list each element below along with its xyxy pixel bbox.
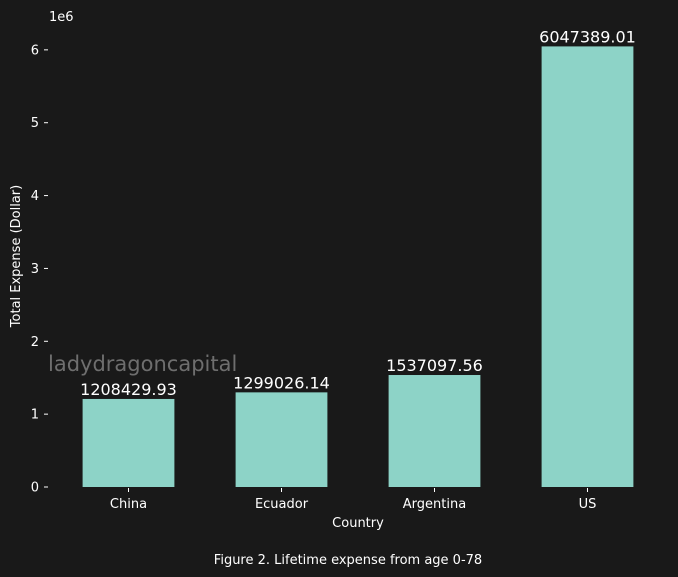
data-labels-group: 1208429.93 1299026.14 1537097.56 6047389.01 bbox=[80, 27, 636, 399]
y-axis-multiplier: 1e6 bbox=[49, 10, 74, 25]
data-label: 1299026.14 bbox=[233, 373, 330, 392]
data-label: 1537097.56 bbox=[386, 356, 483, 375]
data-label: 6047389.01 bbox=[539, 27, 636, 46]
data-label: 1208429.93 bbox=[80, 380, 177, 399]
x-tick-label: China bbox=[110, 497, 147, 512]
y-axis: 0 1 2 3 4 5 6 bbox=[31, 43, 48, 496]
y-tick-label: 1 bbox=[31, 408, 39, 423]
x-tick-label: Ecuador bbox=[255, 497, 309, 512]
y-tick-label: 0 bbox=[31, 481, 39, 496]
y-tick-label: 6 bbox=[31, 43, 39, 58]
x-axis: China Ecuador Argentina US bbox=[110, 488, 596, 512]
figure-caption: Figure 2. Lifetime expense from age 0-78 bbox=[214, 553, 482, 568]
y-axis-label: Total Expense (Dollar) bbox=[9, 185, 24, 328]
watermark: ladydragoncapital bbox=[48, 352, 237, 376]
bar-argentina bbox=[388, 375, 481, 487]
x-tick-label: US bbox=[579, 497, 597, 512]
bars-group bbox=[82, 46, 634, 488]
x-tick-label: Argentina bbox=[403, 497, 466, 512]
bar-china bbox=[82, 398, 175, 487]
x-axis-label: Country bbox=[332, 516, 384, 531]
bar-us bbox=[541, 46, 634, 488]
y-tick-label: 2 bbox=[31, 335, 39, 350]
bar-ecuador bbox=[235, 392, 328, 487]
y-tick-label: 4 bbox=[31, 189, 39, 204]
y-tick-label: 5 bbox=[31, 116, 39, 131]
y-tick-label: 3 bbox=[31, 262, 39, 277]
